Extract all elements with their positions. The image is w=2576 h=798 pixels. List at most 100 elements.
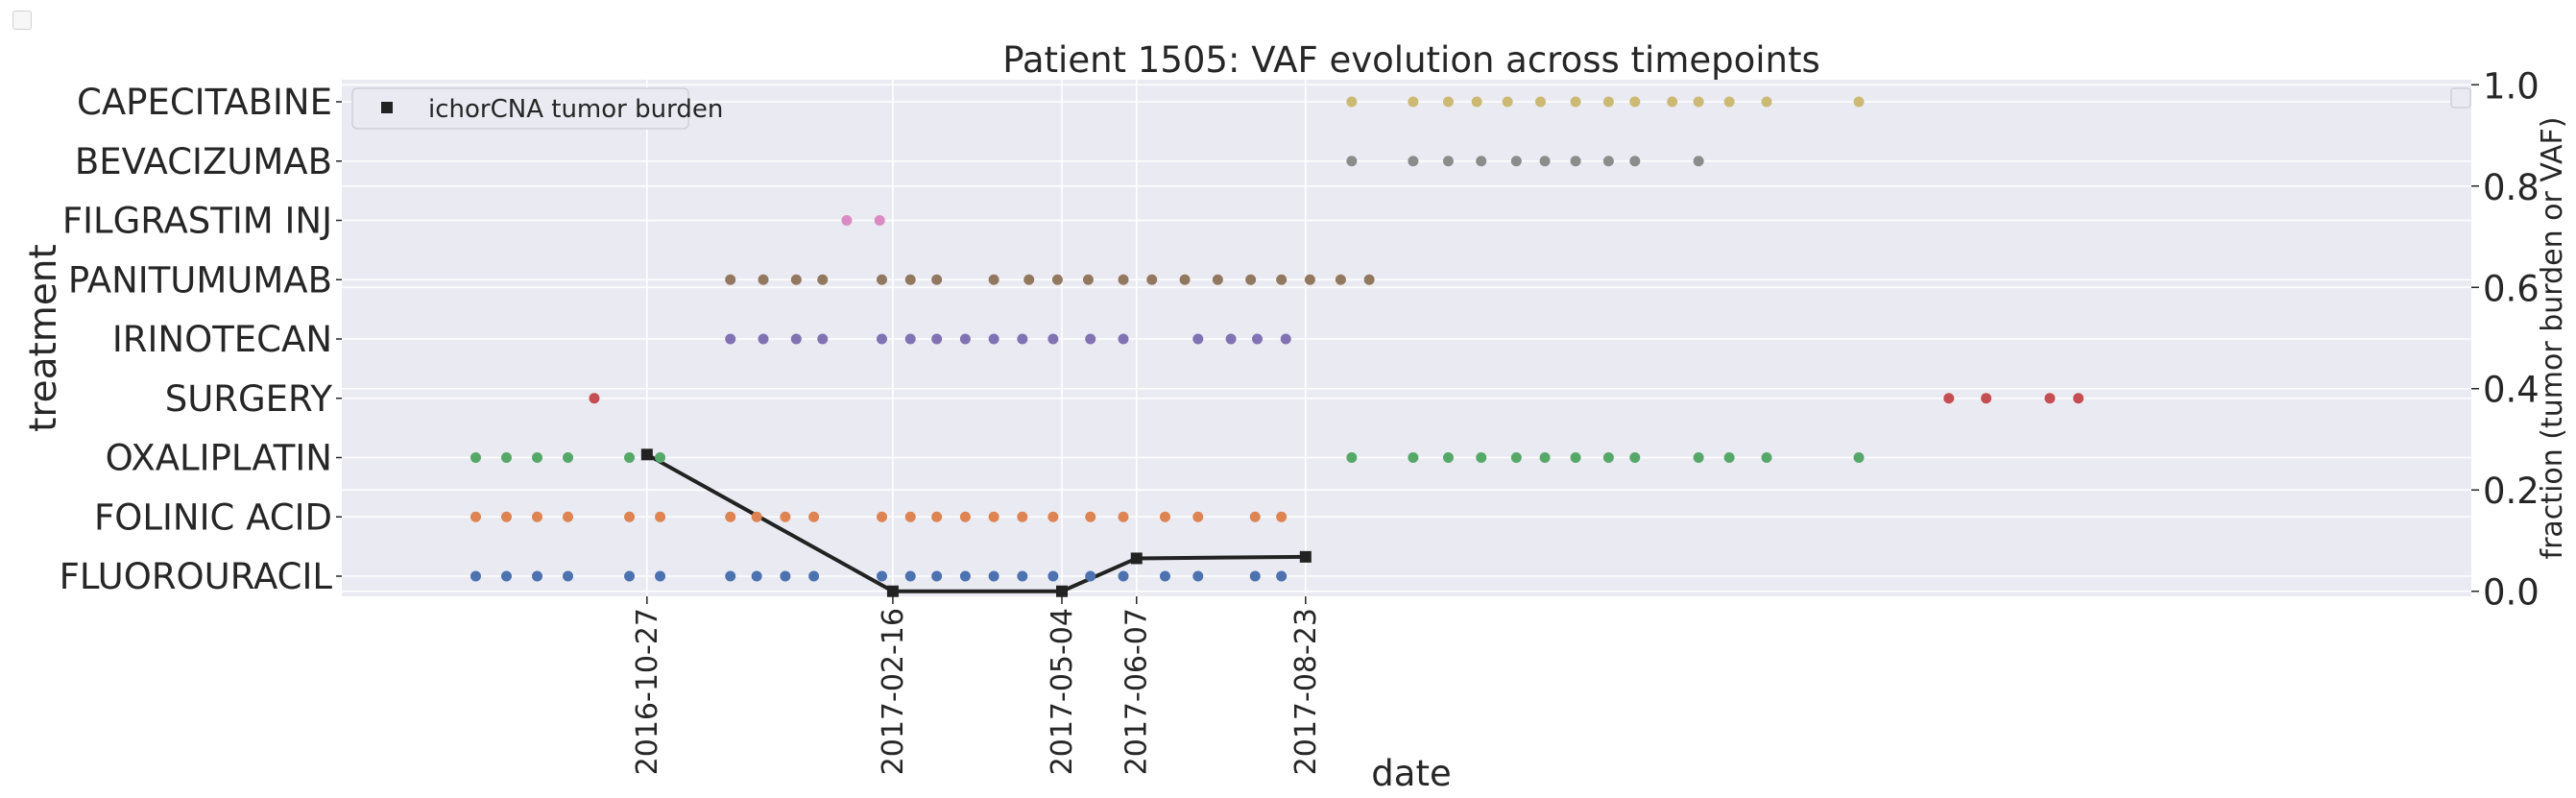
y-tick-label-7: BEVACIZUMAB (75, 141, 332, 182)
y2-tick-label-4: 0.8 (2483, 167, 2540, 208)
dot-panitumumab-0 (725, 274, 736, 285)
treatment-dots (469, 96, 2084, 582)
dot-surgery-4 (2073, 393, 2084, 404)
dot-folinic-acid-15 (1017, 511, 1028, 522)
window-corner-checkbox (12, 11, 32, 30)
y2-tick-label-3: 0.6 (2483, 268, 2540, 309)
dot-panitumumab-14 (1212, 274, 1223, 285)
dot-panitumumab-8 (1023, 274, 1035, 285)
dot-irinotecan-14 (1225, 333, 1237, 345)
dot-oxaliplatin-10 (1510, 452, 1522, 463)
dot-irinotecan-16 (1280, 333, 1291, 345)
x-tick-label-3: 2017-06-07 (1120, 608, 1154, 775)
y2-axis: 0.0 0.2 0.4 0.6 0.8 1.0 (2471, 65, 2540, 614)
dot-fluorouracil-16 (1047, 570, 1059, 582)
dot-panitumumab-11 (1118, 274, 1129, 285)
dot-fluorouracil-0 (469, 570, 481, 582)
dot-oxaliplatin-12 (1570, 452, 1581, 463)
dot-irinotecan-7 (959, 333, 971, 345)
dot-folinic-acid-0 (469, 511, 481, 522)
dot-oxaliplatin-7 (1408, 452, 1419, 463)
dot-oxaliplatin-9 (1476, 452, 1487, 463)
y2-axis-label: fraction (tumor burden or VAF) (2536, 117, 2569, 560)
dot-panitumumab-18 (1335, 274, 1346, 285)
dot-fluorouracil-9 (808, 570, 820, 582)
dot-bevacizumab-9 (1693, 156, 1704, 167)
dot-folinic-acid-3 (563, 511, 574, 522)
y-tick-label-4: IRINOTECAN (112, 319, 332, 360)
dot-fluorouracil-7 (751, 570, 762, 582)
dot-bevacizumab-5 (1539, 156, 1551, 167)
dot-fluorouracil-8 (780, 570, 791, 582)
dot-folinic-acid-16 (1047, 511, 1059, 522)
dot-oxaliplatin-15 (1693, 452, 1704, 463)
dot-fluorouracil-12 (931, 570, 943, 582)
dot-panitumumab-2 (790, 274, 802, 285)
dot-folinic-acid-2 (532, 511, 543, 522)
y-tick-label-0: FLUOROURACIL (60, 556, 333, 597)
y2-tick-label-0: 0.0 (2483, 572, 2540, 614)
x-axis-label: date (1371, 753, 1451, 794)
dot-folinic-acid-22 (1276, 511, 1288, 522)
dot-irinotecan-0 (725, 333, 736, 345)
x-tick-label-0: 2016-10-27 (631, 608, 664, 775)
dot-panitumumab-7 (988, 274, 999, 285)
dot-bevacizumab-1 (1408, 156, 1419, 167)
dot-capecitabine-8 (1629, 96, 1641, 108)
y-tick-label-5: PANITUMUMAB (68, 259, 332, 301)
legend-marker-square (381, 102, 393, 113)
ichorcna-point-1 (886, 585, 899, 597)
dot-panitumumab-16 (1276, 274, 1288, 285)
dot-fluorouracil-11 (904, 570, 916, 582)
dot-folinic-acid-13 (959, 511, 971, 522)
y2-tick-label-1: 0.2 (2483, 471, 2540, 512)
dot-folinic-acid-21 (1249, 511, 1261, 522)
dot-oxaliplatin-8 (1442, 452, 1454, 463)
dot-folinic-acid-4 (624, 511, 636, 522)
dot-folinic-acid-8 (780, 511, 791, 522)
y-tick-label-3: SURGERY (165, 378, 333, 420)
dot-folinic-acid-9 (808, 511, 820, 522)
dot-surgery-1 (1943, 393, 1955, 404)
dot-fluorouracil-6 (725, 570, 736, 582)
dot-fluorouracil-19 (1159, 570, 1170, 582)
y2-tick-label-2: 0.4 (2483, 370, 2540, 411)
dot-panitumumab-6 (931, 274, 943, 285)
dot-capecitabine-4 (1502, 96, 1513, 108)
dot-oxaliplatin-14 (1629, 452, 1641, 463)
dot-folinic-acid-7 (751, 511, 762, 522)
ichorcna-point-3 (1130, 552, 1143, 565)
y-tick-label-6: FILGRASTIM INJ (62, 201, 332, 242)
dot-fluorouracil-18 (1118, 570, 1129, 582)
y-tick-label-2: OXALIPLATIN (106, 438, 332, 479)
dot-fluorouracil-17 (1085, 570, 1096, 582)
x-tick-label-1: 2017-02-16 (877, 608, 910, 775)
dot-irinotecan-12 (1118, 333, 1129, 345)
dot-panitumumab-19 (1363, 274, 1375, 285)
dot-irinotecan-10 (1047, 333, 1059, 345)
dot-panitumumab-15 (1245, 274, 1257, 285)
dot-capecitabine-10 (1693, 96, 1704, 108)
dot-folinic-acid-12 (931, 511, 943, 522)
dot-irinotecan-3 (817, 333, 829, 345)
y-tick-label-1: FOLINIC ACID (94, 496, 332, 538)
ichorcna-point-0 (640, 448, 653, 461)
dot-fluorouracil-1 (500, 570, 512, 582)
ichorcna-line (640, 448, 1312, 597)
dot-irinotecan-6 (931, 333, 943, 345)
dot-folinic-acid-14 (988, 511, 999, 522)
dot-bevacizumab-0 (1346, 156, 1358, 167)
legend: ichorCNA tumor burden (351, 87, 723, 130)
dot-capecitabine-3 (1471, 96, 1482, 108)
chart-title: Patient 1505: VAF evolution across timep… (1002, 39, 1820, 81)
dot-oxaliplatin-17 (1761, 452, 1772, 463)
dot-bevacizumab-6 (1570, 156, 1581, 167)
dot-fluorouracil-21 (1249, 570, 1261, 582)
dot-folinic-acid-20 (1192, 511, 1204, 522)
dot-fluorouracil-20 (1192, 570, 1204, 582)
dot-oxaliplatin-0 (469, 452, 481, 463)
dot-oxaliplatin-11 (1539, 452, 1551, 463)
dot-folinic-acid-10 (877, 511, 888, 522)
dot-oxaliplatin-1 (500, 452, 512, 463)
dot-fluorouracil-3 (563, 570, 574, 582)
